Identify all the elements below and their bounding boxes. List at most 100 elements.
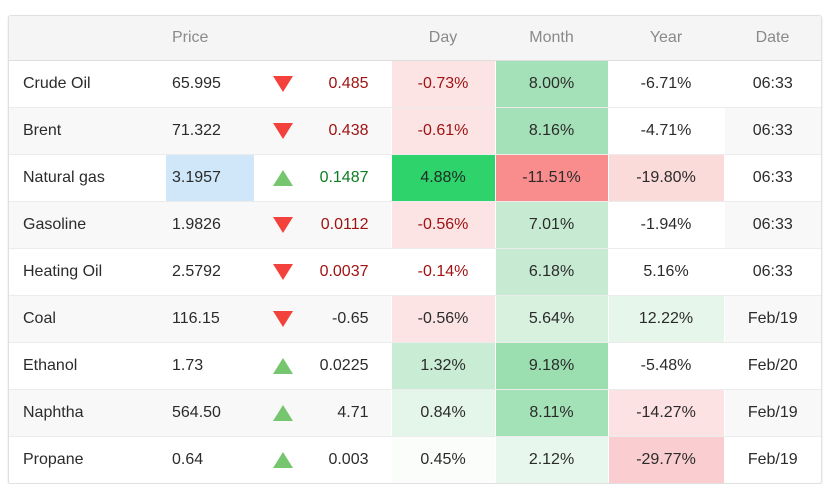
date-cell: Feb/20 — [724, 342, 821, 390]
year-percent-cell: -6.71% — [607, 60, 725, 108]
table-row: Propane 0.64 0.003 0.45% 2.12% -29.77% F… — [9, 436, 821, 484]
commodity-name-link[interactable]: Coal — [9, 295, 166, 343]
date-cell: 06:33 — [724, 248, 821, 296]
change-cell: 0.485 — [311, 60, 391, 108]
arrow-down-icon — [272, 216, 293, 233]
commodity-name-link[interactable]: Gasoline — [9, 201, 166, 249]
col-header-change — [311, 16, 391, 61]
col-header-month: Month — [495, 16, 608, 61]
price-cell: 1.9826 — [166, 201, 254, 249]
table-row: Naphtha 564.50 4.71 0.84% 8.11% -14.27% … — [9, 389, 821, 437]
table-row: Ethanol 1.73 0.0225 1.32% 9.18% -5.48% F… — [9, 342, 821, 390]
col-header-day: Day — [391, 16, 495, 61]
price-cell: 71.322 — [166, 107, 254, 155]
year-percent-cell: -19.80% — [607, 154, 725, 202]
table-body: Crude Oil 65.995 0.485 -0.73% 8.00% -6.7… — [9, 60, 821, 484]
change-cell: 0.0225 — [311, 342, 391, 390]
commodity-name-link[interactable]: Naphtha — [9, 389, 166, 437]
table-row: Brent 71.322 0.438 -0.61% 8.16% -4.71% 0… — [9, 107, 821, 155]
price-cell: 1.73 — [166, 342, 254, 390]
table-row: Natural gas 3.1957 0.1487 4.88% -11.51% … — [9, 154, 821, 202]
year-percent-cell: -14.27% — [607, 389, 725, 437]
commodities-widget: Price Day Month Year Date Crude Oil 65.9… — [8, 15, 822, 484]
change-direction-cell — [254, 154, 311, 202]
day-percent-cell: -0.14% — [390, 248, 495, 296]
commodity-name-link[interactable]: Brent — [9, 107, 166, 155]
price-cell: 2.5792 — [166, 248, 254, 296]
year-percent-cell: 5.16% — [607, 248, 725, 296]
table-row: Heating Oil 2.5792 0.0037 -0.14% 6.18% 5… — [9, 248, 821, 296]
price-cell: 116.15 — [166, 295, 254, 343]
month-percent-cell: -11.51% — [494, 154, 608, 202]
table-header-row: Price Day Month Year Date — [9, 16, 821, 61]
change-cell: 4.71 — [311, 389, 391, 437]
month-percent-cell: 8.11% — [494, 389, 608, 437]
month-percent-cell: 2.12% — [494, 436, 608, 483]
commodity-name-link[interactable]: Crude Oil — [9, 60, 166, 108]
table-row: Gasoline 1.9826 0.0112 -0.56% 7.01% -1.9… — [9, 201, 821, 249]
day-percent-cell: -0.56% — [390, 295, 495, 343]
date-cell: Feb/19 — [724, 389, 821, 437]
col-header-arrow — [254, 16, 311, 61]
date-cell: 06:33 — [724, 107, 821, 155]
arrow-down-icon — [272, 263, 293, 280]
arrow-up-icon — [272, 404, 293, 421]
arrow-up-icon — [272, 357, 293, 374]
change-direction-cell — [254, 437, 311, 484]
day-percent-cell: -0.56% — [390, 201, 495, 249]
change-cell: 0.438 — [311, 107, 391, 155]
table-row: Crude Oil 65.995 0.485 -0.73% 8.00% -6.7… — [9, 60, 821, 108]
day-percent-cell: -0.73% — [390, 60, 495, 108]
day-percent-cell: -0.61% — [390, 107, 495, 155]
commodity-name-link[interactable]: Heating Oil — [9, 248, 166, 296]
change-direction-cell — [254, 342, 311, 390]
month-percent-cell: 8.16% — [494, 107, 608, 155]
date-cell: 06:33 — [724, 60, 821, 108]
date-cell: 06:33 — [724, 201, 821, 249]
date-cell: Feb/19 — [724, 295, 821, 343]
change-cell: 0.1487 — [311, 154, 391, 202]
change-direction-cell — [254, 295, 311, 343]
price-cell: 65.995 — [166, 60, 254, 108]
arrow-up-icon — [272, 169, 293, 186]
year-percent-cell: -1.94% — [607, 201, 725, 249]
change-cell: -0.65 — [311, 295, 391, 343]
month-percent-cell: 5.64% — [494, 295, 608, 343]
change-direction-cell — [254, 107, 311, 155]
col-header-date: Date — [724, 16, 821, 61]
price-cell: 564.50 — [166, 389, 254, 437]
change-direction-cell — [254, 389, 311, 437]
col-header-name — [9, 16, 166, 61]
change-direction-cell — [254, 248, 311, 296]
arrow-down-icon — [272, 75, 293, 92]
change-cell: 0.0037 — [311, 248, 391, 296]
col-header-year: Year — [608, 16, 724, 61]
day-percent-cell: 1.32% — [390, 342, 495, 390]
arrow-down-icon — [272, 122, 293, 139]
month-percent-cell: 8.00% — [494, 60, 608, 108]
change-cell: 0.0112 — [311, 201, 391, 249]
col-header-price: Price — [166, 16, 254, 61]
month-percent-cell: 9.18% — [494, 342, 608, 390]
change-direction-cell — [254, 201, 311, 249]
arrow-down-icon — [272, 310, 293, 327]
year-percent-cell: 12.22% — [607, 295, 725, 343]
change-cell: 0.003 — [328, 451, 369, 468]
date-cell: 06:33 — [724, 154, 821, 202]
commodity-name-link[interactable]: Propane — [23, 451, 84, 468]
price-cell: 3.1957 — [166, 154, 254, 202]
commodities-table: Price Day Month Year Date Crude Oil 65.9… — [9, 16, 821, 483]
month-percent-cell: 6.18% — [494, 248, 608, 296]
table-row: Coal 116.15 -0.65 -0.56% 5.64% 12.22% Fe… — [9, 295, 821, 343]
day-percent-cell: 4.88% — [390, 154, 495, 202]
day-percent-cell: 0.84% — [390, 389, 495, 437]
date-cell: Feb/19 — [747, 451, 798, 468]
year-percent-cell: -29.77% — [607, 436, 725, 483]
commodity-name-link[interactable]: Natural gas — [9, 154, 166, 202]
commodity-name-link[interactable]: Ethanol — [9, 342, 166, 390]
arrow-up-icon — [272, 451, 293, 468]
price-cell: 0.64 — [172, 451, 204, 468]
year-percent-cell: -4.71% — [607, 107, 725, 155]
month-percent-cell: 7.01% — [494, 201, 608, 249]
change-direction-cell — [254, 60, 311, 108]
